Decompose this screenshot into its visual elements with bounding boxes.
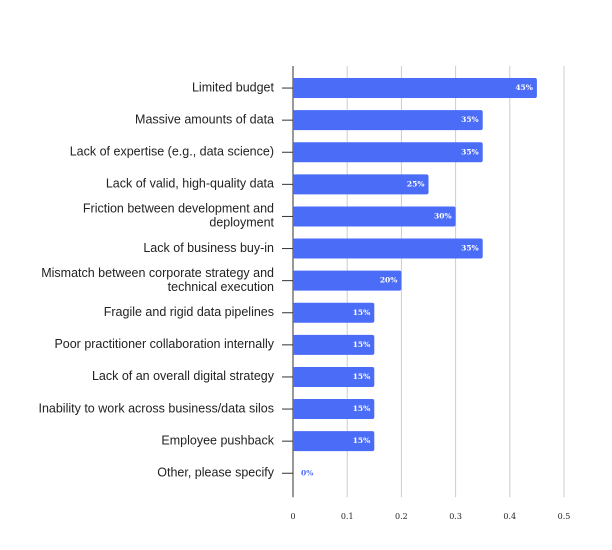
- x-tick-label: 0.4: [503, 512, 516, 521]
- bar: [293, 142, 483, 163]
- category-labels: Limited budget Massive amounts of data Lac…: [38, 80, 274, 479]
- data-label: 35%: [461, 147, 479, 156]
- data-label: 0%: [301, 468, 313, 477]
- category-label: Fragile and rigid data pipelines: [104, 305, 274, 319]
- category-label-line: deployment: [209, 216, 274, 230]
- bar: [293, 270, 402, 291]
- bar: [293, 431, 375, 452]
- category-label: Friction between development and deployme…: [83, 202, 275, 230]
- y-axis: [282, 66, 294, 498]
- x-tick-label: 0.5: [558, 512, 571, 521]
- data-label: 35%: [461, 244, 479, 253]
- category-label-line: Friction between development and: [83, 202, 274, 216]
- category-label: Lack of business buy-in: [143, 241, 274, 255]
- bars: 45% 35% 35% 25% 30% 35% 20% 15% 15% 15% 15% 15% 0%: [293, 78, 537, 477]
- bar: [293, 238, 483, 259]
- x-tick-labels: 0 0.1 0.2 0.3 0.4 0.5: [290, 512, 570, 521]
- data-label: 15%: [353, 340, 371, 349]
- bar: [293, 366, 375, 387]
- data-label: 45%: [515, 83, 533, 92]
- data-label: 35%: [461, 115, 479, 124]
- x-tick-label: 0.1: [341, 512, 354, 521]
- category-label-line: Mismatch between corporate strategy and: [41, 266, 274, 280]
- bar: [293, 334, 375, 355]
- data-label: 25%: [407, 179, 425, 188]
- category-label: Employee pushback: [161, 433, 274, 447]
- category-label: Lack of an overall digital strategy: [92, 369, 275, 383]
- bar: [293, 302, 375, 323]
- category-label-line: technical execution: [168, 280, 274, 294]
- category-label: Other, please specify: [157, 466, 274, 480]
- bar: [293, 206, 456, 227]
- category-label: Mismatch between corporate strategy and t…: [41, 266, 274, 294]
- data-label: 20%: [380, 276, 398, 285]
- grid-lines: [346, 66, 565, 498]
- data-label: 15%: [353, 308, 371, 317]
- bar: [293, 399, 375, 420]
- x-tick-label: 0.3: [449, 512, 462, 521]
- bar: [293, 110, 483, 131]
- category-label: Inability to work across business/data s…: [38, 401, 274, 415]
- x-tick-label: 0.2: [395, 512, 408, 521]
- data-label: 15%: [353, 436, 371, 445]
- category-label: Massive amounts of data: [135, 112, 274, 126]
- data-label: 15%: [353, 404, 371, 413]
- category-label: Lack of expertise (e.g., data science): [70, 145, 274, 159]
- category-label: Lack of valid, high-quality data: [106, 177, 274, 191]
- category-label: Limited budget: [192, 80, 275, 94]
- data-label: 15%: [353, 372, 371, 381]
- data-label: 30%: [434, 211, 452, 220]
- bar: [293, 174, 429, 195]
- bar: [293, 78, 537, 99]
- x-tick-label: 0: [290, 512, 295, 521]
- category-label: Poor practitioner collaboration internal…: [54, 337, 274, 351]
